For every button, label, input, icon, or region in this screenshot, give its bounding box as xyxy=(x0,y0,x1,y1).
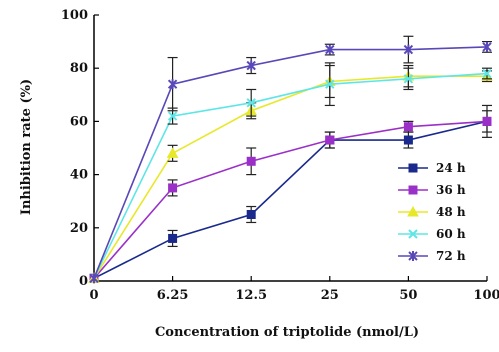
data-point xyxy=(482,68,492,79)
data-point xyxy=(89,273,99,284)
series-line xyxy=(93,72,488,279)
x-tick-label: 25 xyxy=(321,288,339,303)
x-tick-label: 100 xyxy=(473,288,499,303)
y-tick-label: 0 xyxy=(79,274,88,289)
y-tick-label: 20 xyxy=(70,221,88,236)
legend-swatch-marker xyxy=(408,229,418,239)
legend-item: 24 h xyxy=(398,161,466,175)
legend-label: 24 h xyxy=(436,161,466,175)
x-tick-label: 6.25 xyxy=(157,288,189,303)
data-point xyxy=(246,210,256,219)
legend-item: 36 h xyxy=(398,183,466,197)
legend-label: 60 h xyxy=(436,227,466,241)
data-point xyxy=(325,135,335,145)
y-tick-label: 80 xyxy=(70,61,88,76)
legend-item: 72 h xyxy=(398,249,466,263)
legend: 24 h 36 h 48 h 60 h 72 h xyxy=(398,161,466,263)
legend-item: 60 h xyxy=(398,227,466,241)
data-point xyxy=(403,74,414,84)
data-point xyxy=(246,98,256,108)
series-line xyxy=(93,46,488,279)
data-point xyxy=(325,79,335,89)
legend-label: 48 h xyxy=(436,205,466,219)
data-point xyxy=(246,156,256,166)
data-point xyxy=(168,233,178,243)
y-tick-label: 60 xyxy=(70,114,88,129)
legend-item: 48 h xyxy=(398,205,466,219)
series-line xyxy=(93,75,487,279)
y-tick-label: 100 xyxy=(61,8,88,23)
axes: 0 20 40 60 80 100 0 6.25 12.5 25 50 100 xyxy=(61,8,499,303)
y-tick-label: 40 xyxy=(70,168,88,183)
data-point xyxy=(403,44,414,55)
data-point xyxy=(482,116,492,126)
data-point xyxy=(167,79,178,90)
series-line xyxy=(93,120,488,279)
data-point xyxy=(403,135,413,145)
x-tick-label: 0 xyxy=(89,288,98,303)
data-point xyxy=(482,41,492,52)
x-axis-title: Concentration of triptolide (nmol/L) xyxy=(155,325,419,340)
series-36h xyxy=(89,104,492,283)
x-tick-label: 12.5 xyxy=(235,288,267,303)
data-point xyxy=(246,60,256,71)
data-point xyxy=(325,44,335,55)
y-axis-title: Inhibition rate (%) xyxy=(19,79,34,215)
series-24h xyxy=(89,110,492,283)
series-line xyxy=(93,120,488,280)
legend-swatch-marker xyxy=(408,251,418,261)
legend-swatch-marker xyxy=(408,185,418,195)
legend-swatch-marker xyxy=(408,163,418,173)
legend-swatch-marker xyxy=(407,205,419,217)
data-point xyxy=(166,147,179,158)
series-72h xyxy=(89,35,492,284)
legend-label: 36 h xyxy=(436,183,466,197)
data-point xyxy=(167,111,178,121)
data-point xyxy=(403,122,413,132)
data-point xyxy=(168,183,178,193)
legend-label: 72 h xyxy=(436,249,466,263)
series-layer xyxy=(88,35,493,284)
x-tick-label: 50 xyxy=(399,288,417,303)
